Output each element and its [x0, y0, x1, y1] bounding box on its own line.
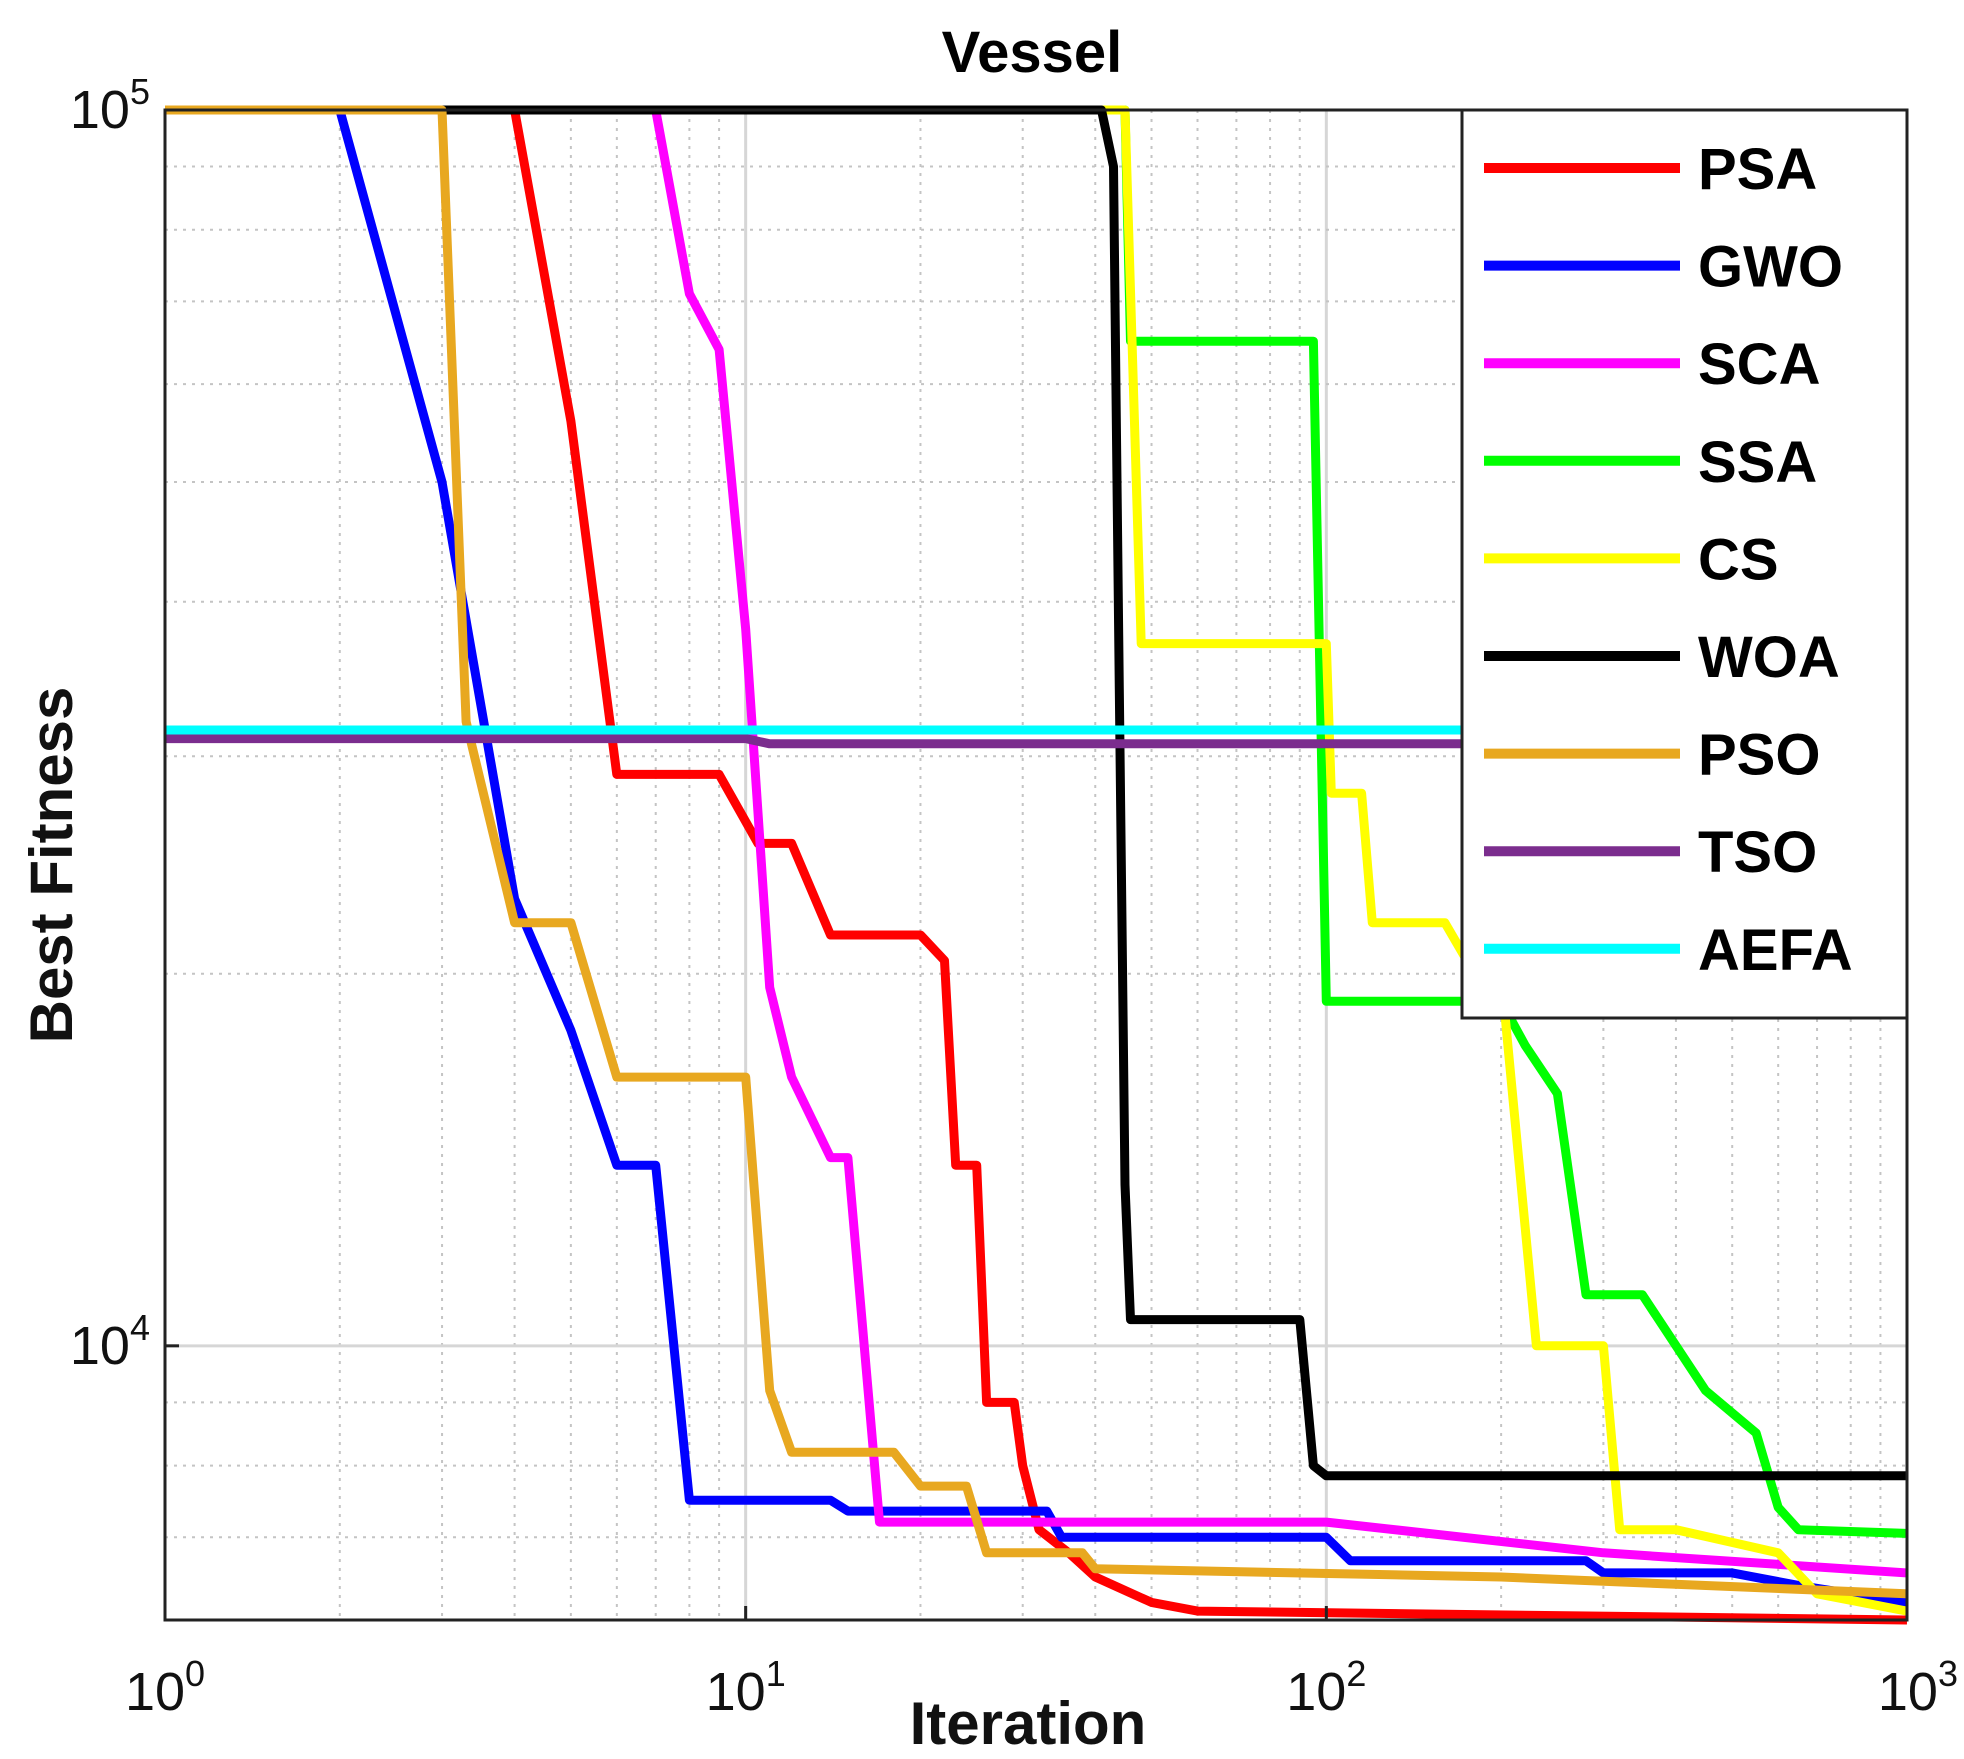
legend-item-pso: PSO	[1484, 723, 1821, 788]
legend-item-sca: SCA	[1484, 332, 1820, 397]
x-tick-label: 102	[1286, 1653, 1366, 1722]
series-line-sca	[165, 105, 1908, 1578]
legend-label: WOA	[1698, 625, 1840, 690]
y-tick-label: 105	[70, 71, 150, 140]
legend-item-woa: WOA	[1484, 625, 1840, 690]
legend-label: PSA	[1698, 137, 1817, 202]
y-tick-label: 104	[70, 1307, 150, 1376]
x-tick-label: 103	[1878, 1653, 1958, 1722]
x-axis-label: Iteration	[910, 1690, 1147, 1757]
legend-label: AEFA	[1698, 918, 1853, 983]
series-lines	[165, 105, 1908, 1625]
series-line-psa	[165, 105, 1908, 1625]
legend-item-cs: CS	[1484, 527, 1779, 592]
legend-label: GWO	[1698, 235, 1843, 300]
series-line-ssa	[165, 105, 1908, 1538]
legend-label: PSO	[1698, 723, 1821, 788]
legend-item-gwo: GWO	[1484, 235, 1843, 300]
legend-label: SCA	[1698, 332, 1820, 397]
x-tick-label: 100	[125, 1653, 205, 1722]
legend-item-tso: TSO	[1484, 820, 1817, 885]
series-line-woa	[165, 105, 1907, 1481]
series-line-gwo	[165, 105, 1908, 1607]
axis-tick-labels: 100 101 102 103 104 105	[70, 71, 1958, 1722]
chart-title: Vessel	[942, 20, 1123, 85]
legend-label: CS	[1698, 527, 1779, 592]
series-line-pso	[165, 105, 1908, 1599]
legend: PSA GWO SCA SSA CS WOA PSO TSO AEFA	[1460, 108, 1909, 1020]
y-axis-label: Best Fitness	[18, 687, 85, 1044]
legend-label: TSO	[1698, 820, 1817, 885]
legend-item-aefa: AEFA	[1484, 918, 1853, 983]
series-line-tso	[165, 734, 1907, 749]
x-tick-label: 101	[706, 1653, 786, 1722]
legend-item-ssa: SSA	[1484, 430, 1817, 495]
legend-label: SSA	[1698, 430, 1817, 495]
legend-item-psa: PSA	[1484, 137, 1817, 202]
